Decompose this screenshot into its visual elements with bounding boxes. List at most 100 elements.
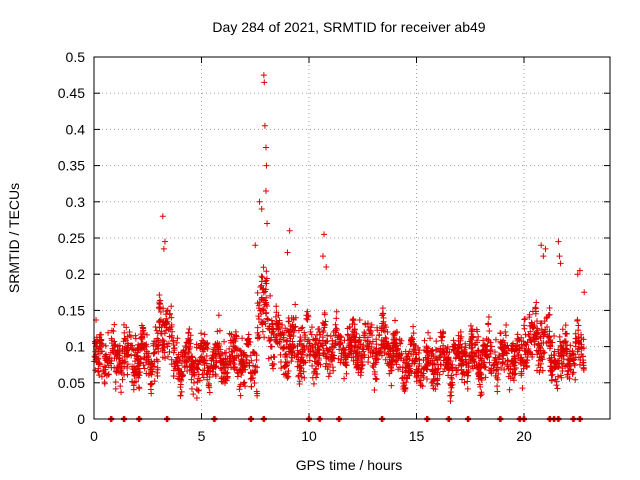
data-point — [468, 335, 475, 342]
data-point — [248, 383, 255, 390]
data-point — [530, 323, 537, 330]
data-point — [135, 341, 142, 348]
data-point — [179, 349, 186, 356]
data-point — [464, 385, 471, 392]
data-point — [397, 340, 404, 347]
data-point — [477, 374, 484, 381]
data-points — [91, 72, 588, 422]
data-point — [368, 321, 375, 328]
data-point — [267, 343, 274, 350]
data-point — [152, 323, 159, 330]
data-point — [381, 328, 388, 335]
data-point — [321, 311, 328, 318]
data-point — [132, 332, 139, 339]
data-point — [214, 328, 221, 335]
data-point — [532, 310, 539, 317]
data-point — [518, 334, 525, 341]
data-point — [348, 354, 355, 361]
data-point — [574, 316, 581, 323]
data-point — [298, 325, 305, 332]
data-point — [320, 342, 327, 349]
data-point — [455, 332, 462, 339]
data-point — [186, 326, 193, 333]
data-point — [432, 375, 439, 382]
y-tick-label: 0.05 — [58, 375, 85, 391]
data-point — [342, 360, 349, 367]
data-point — [485, 320, 492, 327]
data-point — [98, 337, 105, 344]
data-point — [263, 277, 270, 284]
data-point — [541, 349, 548, 356]
data-point — [552, 359, 559, 366]
data-point — [393, 352, 400, 359]
data-point — [234, 373, 241, 380]
data-point — [161, 349, 168, 356]
data-point — [536, 342, 543, 349]
data-point — [259, 307, 266, 314]
data-point — [475, 333, 482, 340]
data-point — [480, 346, 487, 353]
data-point — [515, 352, 522, 359]
data-point — [221, 338, 228, 345]
data-point — [282, 351, 289, 358]
data-point — [392, 317, 398, 324]
data-point — [264, 315, 271, 322]
data-point — [345, 344, 352, 351]
data-point — [96, 331, 103, 338]
data-point — [273, 303, 280, 310]
data-point — [497, 364, 504, 371]
data-point — [168, 314, 175, 321]
data-point — [537, 347, 544, 354]
data-point — [409, 336, 416, 343]
data-point — [371, 371, 378, 378]
data-point — [201, 362, 208, 369]
data-point — [216, 327, 223, 334]
data-point — [193, 395, 200, 402]
data-point — [434, 369, 441, 376]
data-point — [559, 365, 566, 372]
data-point — [194, 378, 201, 385]
data-point — [163, 308, 170, 315]
data-point — [141, 365, 148, 372]
data-point — [563, 350, 570, 357]
data-point — [254, 329, 261, 336]
data-point — [124, 340, 131, 347]
data-point — [121, 329, 128, 336]
data-point — [247, 352, 254, 359]
data-point — [255, 305, 262, 312]
data-point — [191, 379, 198, 386]
data-point — [254, 289, 261, 296]
data-point — [203, 352, 210, 359]
data-point — [494, 366, 501, 373]
data-point — [177, 392, 184, 399]
data-point — [384, 328, 391, 335]
data-point — [165, 353, 172, 360]
data-point — [99, 341, 106, 348]
data-point — [337, 359, 344, 366]
data-point — [322, 318, 329, 325]
data-point — [288, 358, 295, 365]
x-tick-label: 20 — [516, 428, 532, 444]
data-point — [258, 278, 265, 285]
data-point — [458, 333, 465, 340]
data-point — [307, 342, 314, 349]
data-point — [314, 331, 321, 338]
data-point — [394, 329, 401, 336]
data-point — [259, 328, 266, 335]
data-point — [440, 349, 447, 356]
data-point — [483, 335, 490, 342]
data-point — [331, 342, 338, 349]
data-point — [156, 317, 163, 324]
data-point — [473, 326, 480, 333]
data-point — [150, 340, 157, 347]
data-point — [264, 220, 271, 227]
data-point — [391, 332, 398, 339]
data-point — [198, 353, 205, 360]
data-point — [406, 356, 413, 363]
data-point — [307, 351, 314, 358]
data-point — [442, 345, 449, 352]
data-point — [151, 338, 158, 345]
data-point — [111, 338, 118, 345]
data-point — [283, 350, 290, 357]
